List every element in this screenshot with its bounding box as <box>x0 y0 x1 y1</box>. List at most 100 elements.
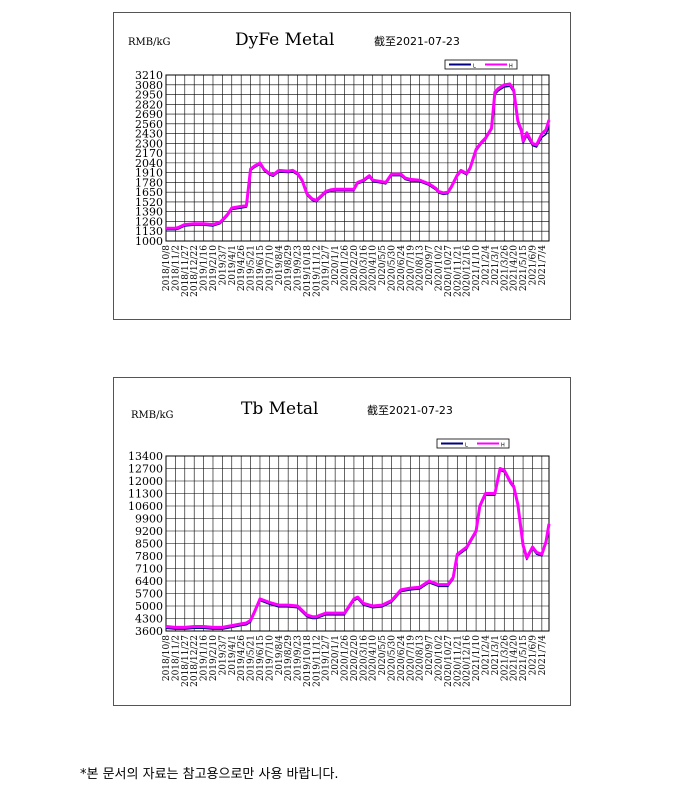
x-tick-label: 2019/11/12 <box>312 245 322 297</box>
y-tick-label: 2950 <box>135 89 163 102</box>
x-tick-label: 2020/5/5 <box>378 245 388 286</box>
y-axis-label: RMB/kG <box>128 37 171 48</box>
x-tick-label: 2019/9/23 <box>294 635 304 681</box>
y-tick-label: 13400 <box>128 450 163 463</box>
y-tick-label: 5700 <box>135 588 163 601</box>
x-tick-label: 2020/12/16 <box>463 245 473 297</box>
legend-label-H: H <box>509 64 513 70</box>
x-tick-label: 2019/9/23 <box>294 245 304 291</box>
x-tick-label: 2019/11/12 <box>312 635 322 687</box>
x-tick-label: 2019/8/4 <box>275 245 285 286</box>
x-tick-label: 2020/10/2 <box>434 635 444 681</box>
x-tick-label: 2020/2/20 <box>350 635 360 681</box>
x-tick-label: 2020/10/27 <box>444 635 454 687</box>
x-tick-label: 2020/8/13 <box>416 635 426 681</box>
y-tick-label: 1780 <box>135 176 163 189</box>
x-tick-label: 2019/6/15 <box>256 635 266 681</box>
x-tick-label: 2019/8/4 <box>275 635 285 676</box>
disclaimer-note: *본 문서의 자료는 참고용으로만 사용 바랍니다. <box>80 767 339 782</box>
x-tick-label: 2020/5/30 <box>388 635 398 681</box>
x-tick-label: 2020/11/21 <box>453 245 463 297</box>
x-tick-label: 2019/1/16 <box>200 245 210 291</box>
x-tick-label: 2021/2/4 <box>481 245 491 286</box>
y-tick-label: 1650 <box>135 186 163 199</box>
x-tick-label: 2019/8/29 <box>284 245 294 291</box>
x-tick-label: 2019/4/26 <box>237 245 247 291</box>
x-tick-label: 2021/3/26 <box>500 245 510 291</box>
x-tick-label: 2018/11/2 <box>171 635 181 681</box>
y-tick-label: 12000 <box>128 475 163 488</box>
y-tick-label: 2300 <box>135 137 163 150</box>
x-tick-label: 2020/4/10 <box>369 635 379 681</box>
x-tick-label: 2019/5/21 <box>247 245 257 291</box>
x-tick-label: 2020/1/1 <box>331 245 341 285</box>
y-tick-label: 1260 <box>135 215 163 228</box>
x-tick-label: 2020/4/10 <box>369 245 379 291</box>
plot-area <box>165 74 550 242</box>
x-tick-label: 2018/11/27 <box>181 245 191 297</box>
legend-label-H: H <box>501 443 505 449</box>
x-tick-label: 2019/4/1 <box>228 635 238 675</box>
x-tick-label: 2019/10/18 <box>303 635 313 687</box>
x-tick-label: 2020/10/2 <box>434 245 444 291</box>
y-tick-label: 2430 <box>135 128 163 141</box>
y-tick-label: 7100 <box>135 563 163 576</box>
y-tick-label: 3210 <box>135 69 163 82</box>
x-tick-label: 2020/5/30 <box>388 245 398 291</box>
y-tick-label: 4300 <box>135 613 163 626</box>
y-tick-label: 1130 <box>135 225 163 238</box>
dyfe-metal-chart-svg: 1000113012601390152016501780191020402170… <box>128 30 551 297</box>
x-tick-label: 2021/4/20 <box>510 245 520 291</box>
legend-box <box>436 438 510 449</box>
x-tick-label: 2021/1/10 <box>472 245 482 291</box>
y-tick-label: 9200 <box>135 525 163 538</box>
x-tick-label: 2021/6/9 <box>528 635 538 676</box>
x-tick-label: 2021/1/10 <box>472 635 482 681</box>
x-tick-label: 2019/3/7 <box>218 635 228 676</box>
x-tick-label: 2020/1/26 <box>341 245 351 291</box>
x-tick-label: 2019/7/10 <box>265 245 275 291</box>
y-axis-label: RMB/kG <box>131 410 174 421</box>
x-tick-label: 2019/10/18 <box>303 245 313 297</box>
x-tick-label: 2019/8/29 <box>284 635 294 681</box>
y-tick-label: 9900 <box>135 513 163 526</box>
x-tick-label: 2021/2/4 <box>481 635 491 676</box>
legend-label-L: L <box>465 443 468 449</box>
y-tick-label: 1390 <box>135 206 163 219</box>
y-tick-label: 7800 <box>135 550 163 563</box>
x-tick-label: 2021/7/4 <box>538 245 548 286</box>
x-tick-label: 2021/6/9 <box>528 245 538 286</box>
y-tick-label: 1520 <box>135 196 163 209</box>
y-tick-label: 5000 <box>135 600 163 613</box>
y-tick-label: 3600 <box>135 625 163 638</box>
x-tick-label: 2020/6/24 <box>397 245 407 291</box>
x-tick-label: 2018/11/27 <box>181 635 191 687</box>
x-tick-label: 2020/3/16 <box>359 245 369 291</box>
y-tick-label: 2690 <box>135 108 163 121</box>
x-tick-label: 2018/10/8 <box>162 635 172 681</box>
x-tick-label: 2019/12/7 <box>322 635 332 681</box>
x-tick-label: 2020/7/19 <box>406 635 416 681</box>
y-tick-label: 11300 <box>128 488 163 501</box>
y-tick-label: 10600 <box>128 500 163 513</box>
x-tick-label: 2020/1/26 <box>341 635 351 681</box>
x-tick-label: 2019/4/1 <box>228 245 238 285</box>
x-tick-label: 2020/12/16 <box>463 635 473 687</box>
x-tick-label: 2019/4/26 <box>237 635 247 681</box>
x-tick-label: 2021/5/15 <box>519 245 529 291</box>
legend-label-L: L <box>473 64 476 70</box>
y-tick-label: 2170 <box>135 147 163 160</box>
x-tick-label: 2020/9/7 <box>425 245 435 286</box>
x-tick-label: 2021/3/26 <box>500 635 510 681</box>
x-tick-label: 2019/3/7 <box>218 245 228 286</box>
x-tick-label: 2019/2/10 <box>209 635 219 681</box>
tb-metal-chart: 3600 4300 5000 5700 6400 7100 7800 8500 9200 9900… <box>113 377 571 706</box>
x-tick-label: 2018/10/8 <box>162 245 172 291</box>
x-tick-label: 2020/7/19 <box>406 245 416 291</box>
x-tick-label: 2019/7/10 <box>265 635 275 681</box>
chart-subtitle: 截至2021-07-23 <box>374 34 460 48</box>
chart-title: Tb Metal <box>241 399 319 419</box>
x-tick-label: 2018/11/2 <box>171 245 181 291</box>
